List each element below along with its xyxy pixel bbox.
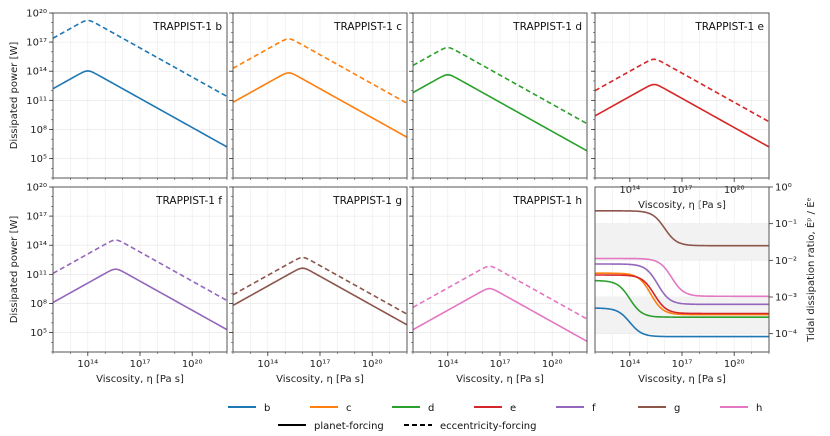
x-axis-label: Viscosity, η [Pa s] — [276, 374, 364, 385]
grid-e — [594, 12, 770, 178]
planet-forcing-line-c — [233, 72, 407, 138]
y-axis-label: Dissipated power [W] — [9, 216, 20, 324]
ratio-line-c — [595, 272, 769, 316]
y-tick-label: 10⁸ — [30, 125, 47, 136]
x-axis-label: Viscosity, η [Pa s] — [638, 374, 726, 385]
panel-title-f: TRAPPIST-1 f — [155, 195, 222, 207]
y-axis-label: Dissipated power [W] — [9, 42, 20, 150]
y-tick-label: 10⁸ — [30, 299, 47, 310]
y-tick-label: 10¹⁴ — [26, 67, 47, 78]
x-tick-label: 10¹⁷ — [130, 359, 151, 370]
legend-label-h: h — [756, 403, 762, 414]
ratio-line-d — [595, 279, 769, 318]
panel-title-c: TRAPPIST-1 c — [333, 21, 402, 33]
y-tick-label: 10⁵ — [30, 154, 47, 165]
legend-label-b: b — [264, 403, 270, 414]
x-tick-label: 10¹⁴ — [257, 359, 278, 370]
panel-title-d: TRAPPIST-1 d — [512, 21, 582, 33]
eccentricity-forcing-line-g — [233, 256, 407, 315]
legend: b c d e f g h planet-forcing eccentricity-forcin… — [228, 403, 762, 432]
grid-b — [52, 12, 228, 178]
eccentricity-forcing-line-f — [53, 239, 227, 302]
x-tick-label: 10¹⁴ — [77, 359, 98, 370]
eccentricity-forcing-line-e — [595, 58, 769, 123]
grid-d — [412, 12, 588, 178]
grid-f — [52, 186, 228, 352]
ratio-y-tick-label: 10⁻⁴ — [775, 329, 797, 340]
y-tick-label: 10²⁰ — [26, 9, 47, 20]
x-axis-label: Viscosity, η [Pa s] — [456, 374, 544, 385]
panel-title-g: TRAPPIST-1 g — [332, 195, 402, 207]
panel-title-h: TRAPPIST-1 h — [512, 195, 582, 207]
grid-c — [232, 12, 408, 178]
legend-label-eccentricity-forcing: eccentricity-forcing — [440, 421, 537, 432]
legend-label-c: c — [346, 403, 352, 414]
y-tick-label: 10⁵ — [30, 328, 47, 339]
x-tick-label: 10¹⁷ — [490, 359, 511, 370]
eccentricity-forcing-line-h — [413, 265, 587, 320]
x-tick-label: 10²⁰ — [362, 359, 383, 370]
panel-title-b: TRAPPIST-1 b — [152, 21, 222, 33]
panel-title-e: TRAPPIST-1 e — [694, 21, 764, 33]
panels-group: TRAPPIST-1 b 10⁵ 10⁸ 10¹¹ 10¹⁴ 10¹⁷ 10²⁰ TRAPPI… — [9, 9, 817, 386]
legend-label-e: e — [510, 403, 516, 414]
eccentricity-forcing-line-b — [53, 19, 227, 98]
legend-label-planet-forcing: planet-forcing — [314, 421, 384, 432]
ratio-line-g — [595, 210, 769, 247]
ratio-line-b — [595, 307, 769, 338]
eccentricity-forcing-line-d — [413, 46, 587, 125]
x-tick-label: 10¹⁴ — [437, 359, 458, 370]
y-tick-label: 10¹¹ — [26, 270, 47, 281]
planet-forcing-line-h — [413, 287, 587, 343]
y-tick-label: 10¹⁷ — [26, 38, 47, 49]
ratio-y-tick-label: 10⁻¹ — [775, 219, 797, 230]
y-tick-label: 10¹⁷ — [26, 212, 47, 223]
x-tick-label: 10¹⁴ — [619, 359, 640, 370]
ratio-y-tick-label: 10⁻² — [775, 256, 797, 267]
planet-forcing-line-b — [53, 70, 227, 148]
planet-forcing-line-e — [595, 83, 769, 148]
x-tick-label: 10²⁰ — [182, 359, 203, 370]
y-tick-label: 10¹⁴ — [26, 241, 47, 252]
x-axis-label: Viscosity, η [Pa s] — [96, 374, 184, 385]
x-tick-label: 10¹⁷ — [310, 359, 331, 370]
x-tick-label: 10²⁰ — [724, 359, 745, 370]
planet-forcing-line-g — [233, 267, 407, 326]
ratio-line-f — [595, 263, 769, 306]
y-tick-label: 10¹¹ — [26, 96, 47, 107]
y-tick-label: 10²⁰ — [26, 183, 47, 194]
ratio-shade — [595, 223, 769, 261]
ratio-y-tick-label: 10⁰ — [775, 183, 792, 194]
x-tick-label: 10²⁰ — [542, 359, 563, 370]
legend-label-d: d — [428, 403, 434, 414]
grid-g — [232, 186, 408, 352]
x-tick-label: 10¹⁷ — [672, 359, 693, 370]
legend-label-g: g — [674, 403, 680, 414]
ratio-line-e — [595, 274, 769, 315]
eccentricity-forcing-line-c — [233, 38, 407, 104]
ratio-y-axis-label: Tidal dissipation ratio, Ėᵖ / Ėᵉ — [804, 197, 817, 342]
planet-forcing-line-d — [413, 73, 587, 152]
legend-label-f: f — [592, 403, 596, 414]
ratio-line-h — [595, 257, 769, 298]
ratio-y-tick-label: 10⁻³ — [775, 293, 797, 304]
planet-forcing-line-f — [53, 268, 227, 331]
